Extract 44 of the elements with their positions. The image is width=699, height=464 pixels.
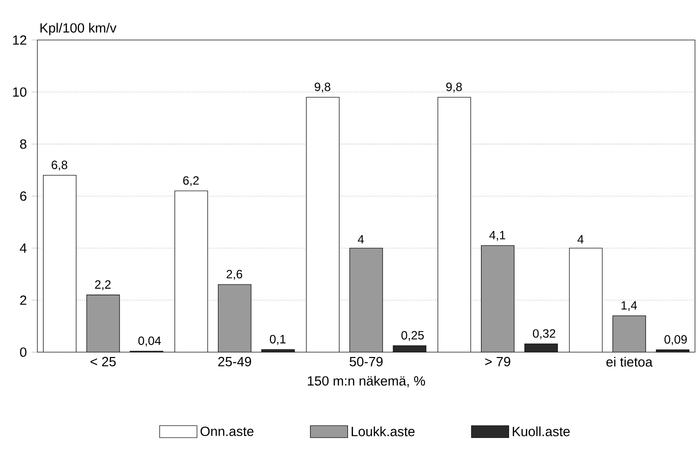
y-tick-label: 6	[20, 191, 26, 201]
data-label: 1,4	[622, 301, 637, 311]
y-tick-label: 12	[13, 35, 26, 45]
data-label: 9,8	[314, 82, 330, 92]
y-tick-label: 4	[20, 243, 27, 253]
legend-label: Kuoll.aste	[512, 426, 570, 436]
x-tick-label: 50-79	[350, 356, 383, 366]
bar	[524, 344, 558, 352]
legend-label: Loukk.aste	[352, 426, 415, 436]
bar	[612, 315, 646, 352]
bar	[43, 174, 76, 352]
bar	[480, 245, 514, 352]
y-tick-label: 2	[20, 295, 26, 305]
x-axis-title: 150 m:n näkemä, %	[308, 376, 426, 388]
bar	[349, 248, 383, 352]
data-label: 0,09	[664, 335, 687, 345]
data-label: 0,32	[532, 329, 556, 340]
data-label: 2,2	[95, 280, 111, 290]
x-tick-label: ei tietoa	[606, 356, 653, 367]
data-label: 6,2	[183, 176, 199, 186]
data-label: 4,1	[489, 230, 506, 241]
x-tick-label: < 25	[90, 356, 116, 366]
data-label: 4	[358, 235, 364, 244]
bar	[306, 96, 340, 352]
data-label: 0,04	[138, 336, 161, 346]
x-tick-label: > 79	[485, 356, 510, 366]
y-axis-title: Kpl/100 km/v	[40, 22, 116, 36]
data-label: 0,1	[270, 334, 286, 345]
bar	[438, 96, 472, 352]
legend-label: Onn.aste	[200, 426, 254, 436]
data-label: 9,8	[446, 82, 462, 92]
data-label: 2,6	[226, 270, 242, 280]
y-tick-label: 10	[13, 87, 26, 97]
y-tick-label: 0	[20, 347, 26, 357]
y-tick-label: 8	[20, 139, 26, 149]
bar	[569, 248, 603, 352]
data-label: 0,25	[401, 330, 424, 341]
bar	[174, 190, 208, 352]
bar	[218, 284, 252, 352]
bar	[393, 346, 426, 352]
data-label: 6,8	[52, 160, 68, 170]
data-label: 4	[577, 235, 584, 244]
bar	[86, 294, 120, 352]
x-tick-label: 25-49	[218, 356, 252, 366]
